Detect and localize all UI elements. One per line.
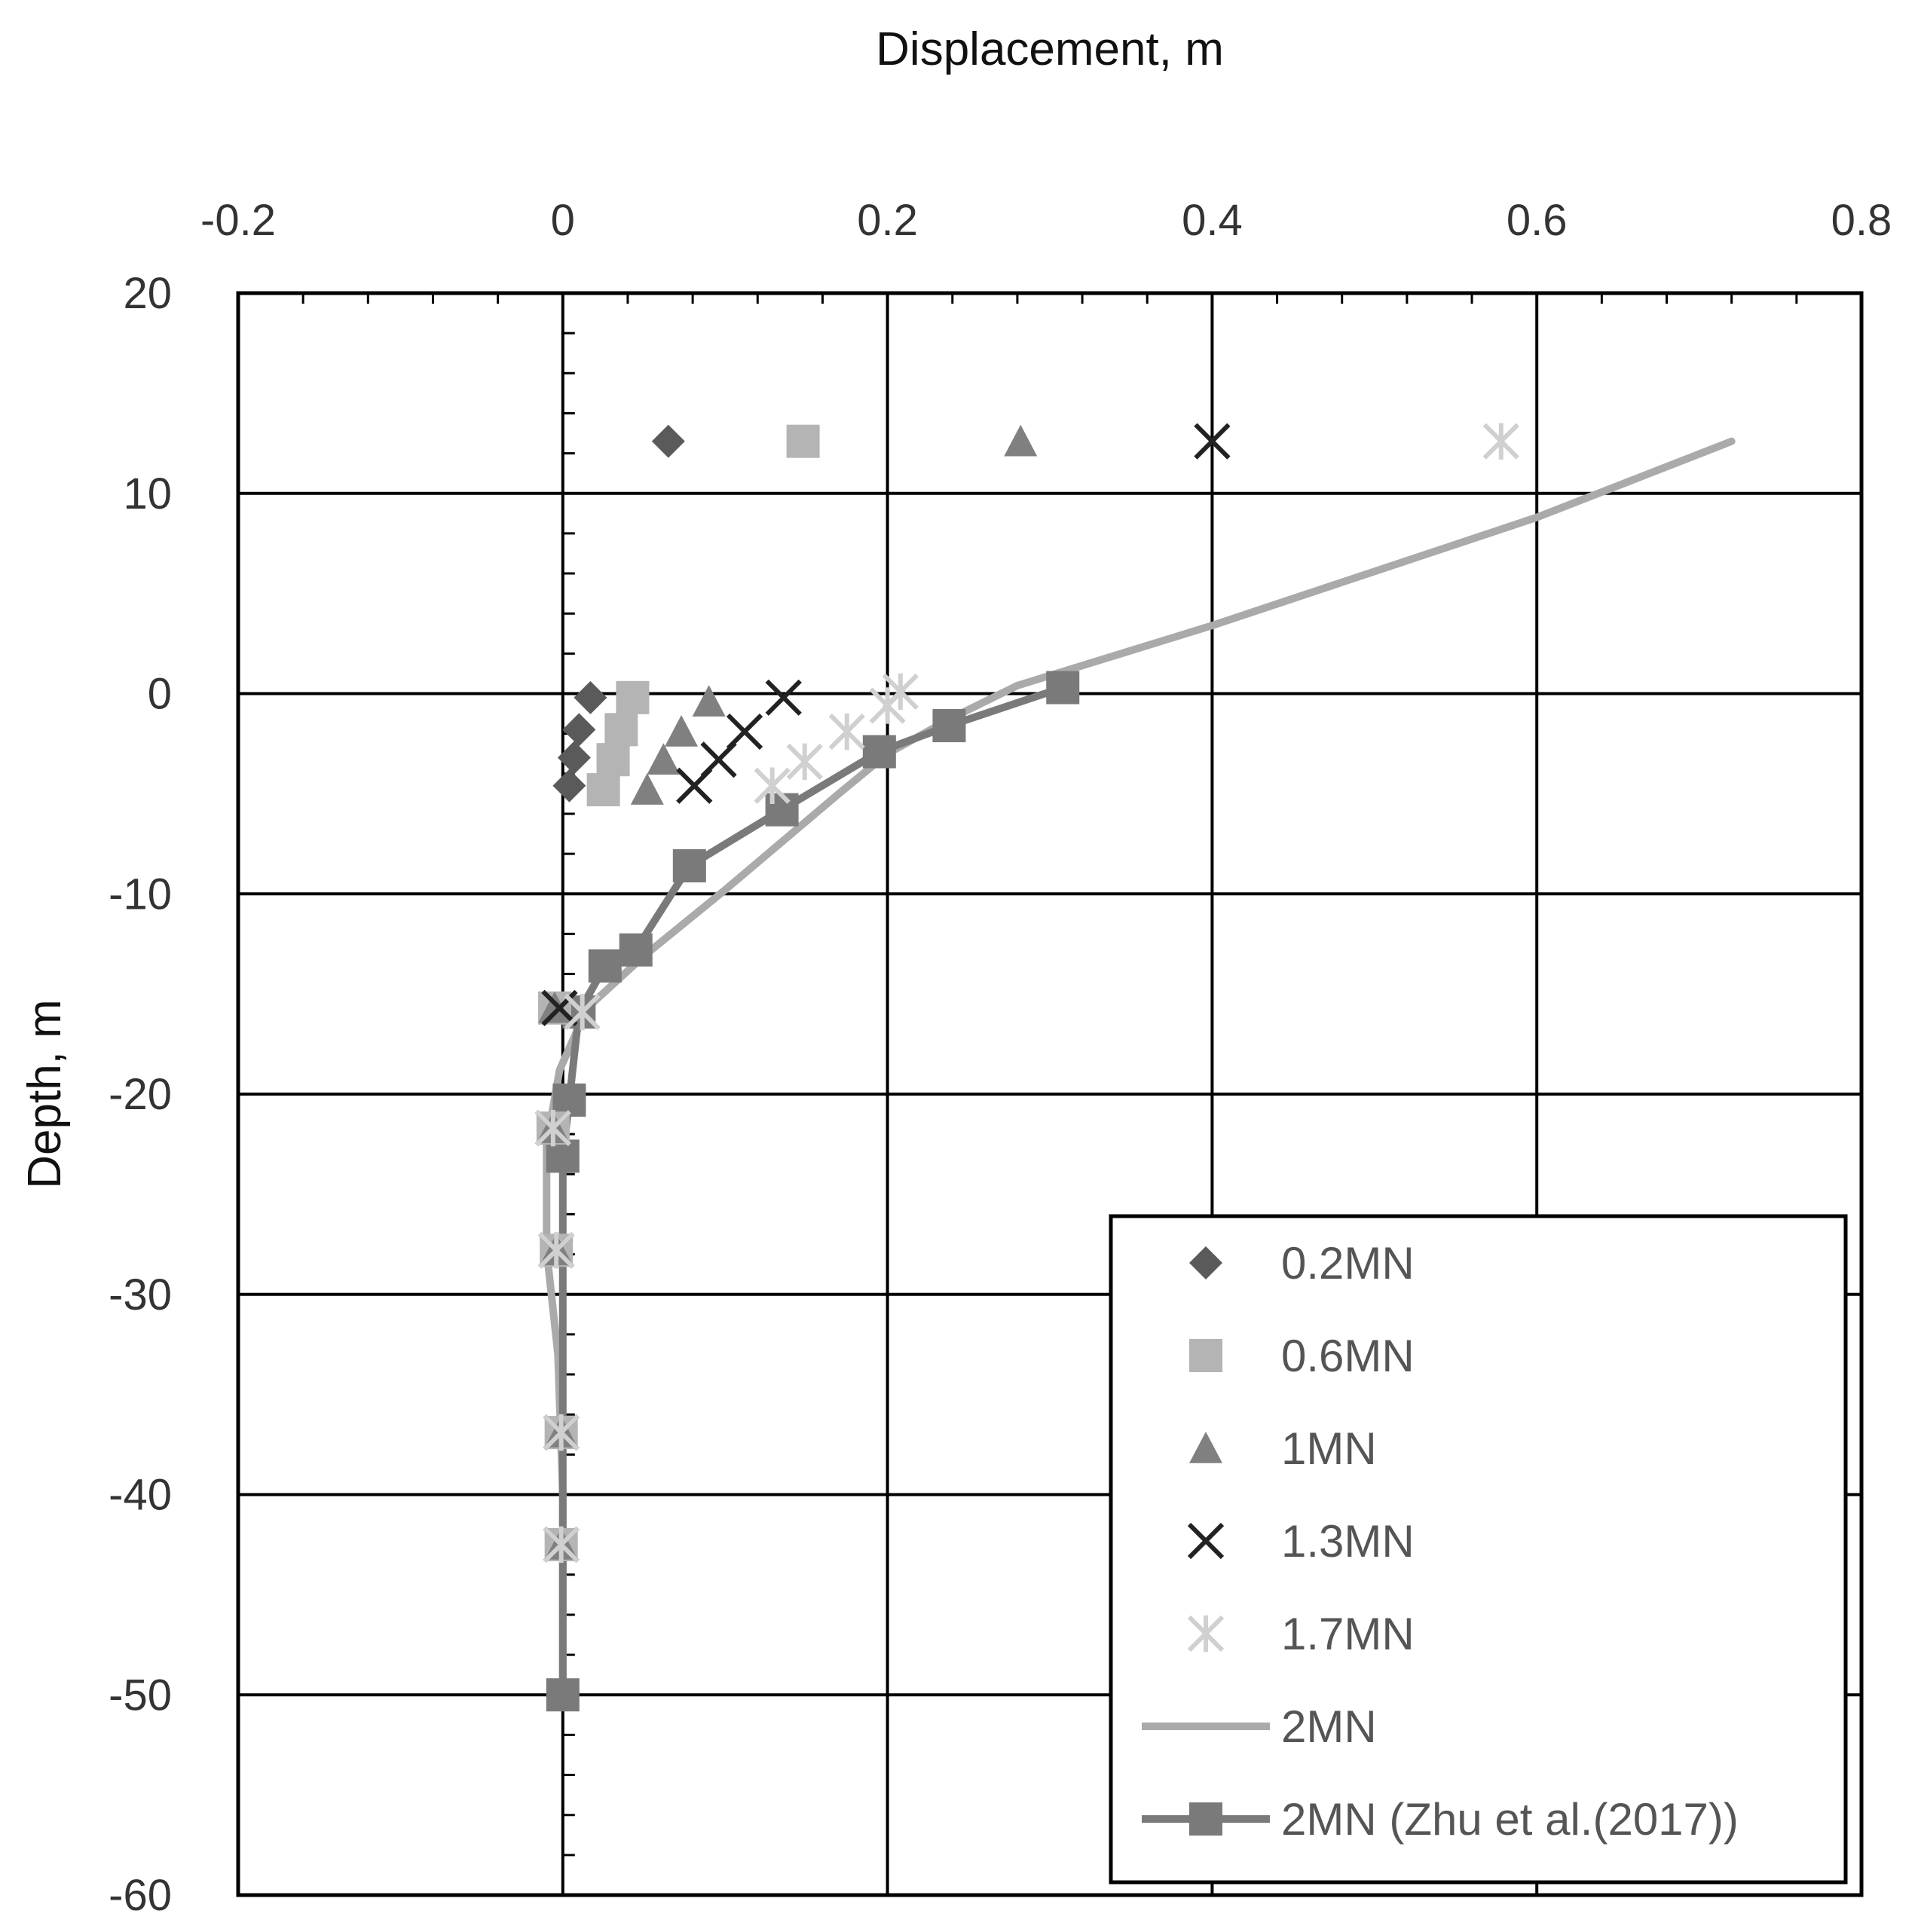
data-point-square: [619, 933, 653, 967]
data-point-diamond: [1189, 1246, 1222, 1279]
data-point-square: [588, 949, 622, 983]
data-point-square: [596, 743, 630, 777]
y-tick-label: 10: [123, 469, 172, 518]
data-point-asterisk: [534, 1109, 571, 1147]
legend: 0.2MN 0.6MN 1MN 1.3MN 1.7MN 2MN 2MN (Zhu et al…: [1109, 1214, 1848, 1885]
data-point-asterisk: [1187, 1615, 1225, 1652]
data-point-x: [1194, 423, 1231, 460]
x-tick-label: 0.2: [857, 196, 918, 245]
legend-item: 1MN: [1189, 1423, 1377, 1474]
data-point-diamond: [562, 713, 596, 747]
data-point-triangle: [1004, 424, 1038, 457]
data-point-triangle: [538, 991, 572, 1023]
data-point-triangle: [630, 773, 664, 805]
y-tick-label: -20: [109, 1070, 172, 1119]
series-4: [534, 423, 1519, 1564]
data-point-square: [586, 773, 620, 807]
data-point-asterisk: [869, 687, 906, 724]
data-point-asterisk: [543, 1414, 580, 1451]
data-point-asterisk: [538, 1232, 575, 1269]
legend-label: 0.6MN: [1281, 1331, 1415, 1381]
y-tick-label: 0: [148, 670, 172, 719]
data-point-square: [1046, 671, 1080, 705]
data-point-square: [616, 680, 650, 714]
data-point-x: [765, 679, 802, 716]
data-point-diamond: [574, 680, 607, 714]
legend-box: [1109, 1214, 1848, 1885]
legend-item: 1.7MN: [1187, 1609, 1415, 1659]
data-point-diamond: [552, 769, 586, 802]
y-tick-label: 20: [123, 269, 172, 318]
x-axis-title: Displacement, m: [876, 23, 1224, 75]
data-point-triangle: [647, 743, 681, 775]
data-point-diamond: [651, 424, 685, 458]
legend-item: 2MN: [1142, 1701, 1377, 1752]
legend-label: 2MN: [1281, 1701, 1377, 1752]
legend-label: 0.2MN: [1281, 1238, 1415, 1289]
data-point-square: [604, 713, 638, 747]
y-tick-label: -30: [109, 1270, 172, 1319]
data-point-asterisk: [564, 993, 601, 1031]
y-tick-label: -10: [109, 870, 172, 919]
data-point-asterisk: [754, 767, 791, 804]
data-point-x: [676, 767, 713, 804]
data-point-asterisk: [1482, 423, 1519, 460]
x-tick-label: 0.8: [1831, 196, 1892, 245]
legend-item: 2MN (Zhu et al.(2017)): [1142, 1794, 1739, 1845]
data-point-triangle: [692, 685, 726, 717]
data-point-diamond: [557, 741, 591, 775]
legend-item: 1.3MN: [1187, 1516, 1415, 1567]
data-point-square: [1189, 1802, 1222, 1836]
series-line: [543, 437, 1736, 1699]
data-point-square: [552, 1083, 586, 1117]
y-tick-label: -40: [109, 1471, 172, 1520]
y-axis-title: Depth, m: [19, 999, 71, 1189]
x-tick-label: 0.6: [1507, 196, 1568, 245]
data-point-square: [1189, 1339, 1222, 1372]
x-tick-label: -0.2: [200, 196, 276, 245]
data-point-square: [786, 424, 820, 458]
series-layer: [534, 423, 1736, 1712]
data-point-square: [672, 849, 706, 883]
y-tick-label: -60: [109, 1871, 172, 1920]
data-point-asterisk: [786, 743, 823, 781]
legend-label: 2MN (Zhu et al.(2017)): [1281, 1794, 1739, 1845]
y-tick-label: -50: [109, 1671, 172, 1720]
data-point-square: [862, 735, 896, 769]
data-point-triangle: [1189, 1432, 1222, 1463]
legend-label: 1.7MN: [1281, 1609, 1415, 1659]
x-tick-labels: -0.2 0 0.2 0.4 0.6 0.8: [200, 196, 1892, 245]
x-tick-label: 0.4: [1182, 196, 1243, 245]
data-point-x: [1187, 1522, 1225, 1560]
data-point-square: [932, 709, 966, 743]
data-point-triangle: [665, 714, 699, 747]
data-point-x: [541, 989, 578, 1026]
y-tick-labels: 20 10 0 -10 -20 -30 -40 -50 -60: [109, 269, 172, 1920]
data-point-asterisk: [543, 1526, 580, 1564]
data-point-square: [546, 1678, 580, 1712]
series-5: [543, 437, 1736, 1699]
legend-item: 0.6MN: [1189, 1331, 1415, 1381]
data-point-asterisk: [828, 713, 865, 750]
x-tick-label: 0: [551, 196, 575, 245]
plot-frame: [236, 291, 1864, 1897]
legend-label: 1MN: [1281, 1423, 1377, 1474]
legend-item: 0.2MN: [1189, 1238, 1415, 1289]
legend-label: 1.3MN: [1281, 1516, 1415, 1567]
